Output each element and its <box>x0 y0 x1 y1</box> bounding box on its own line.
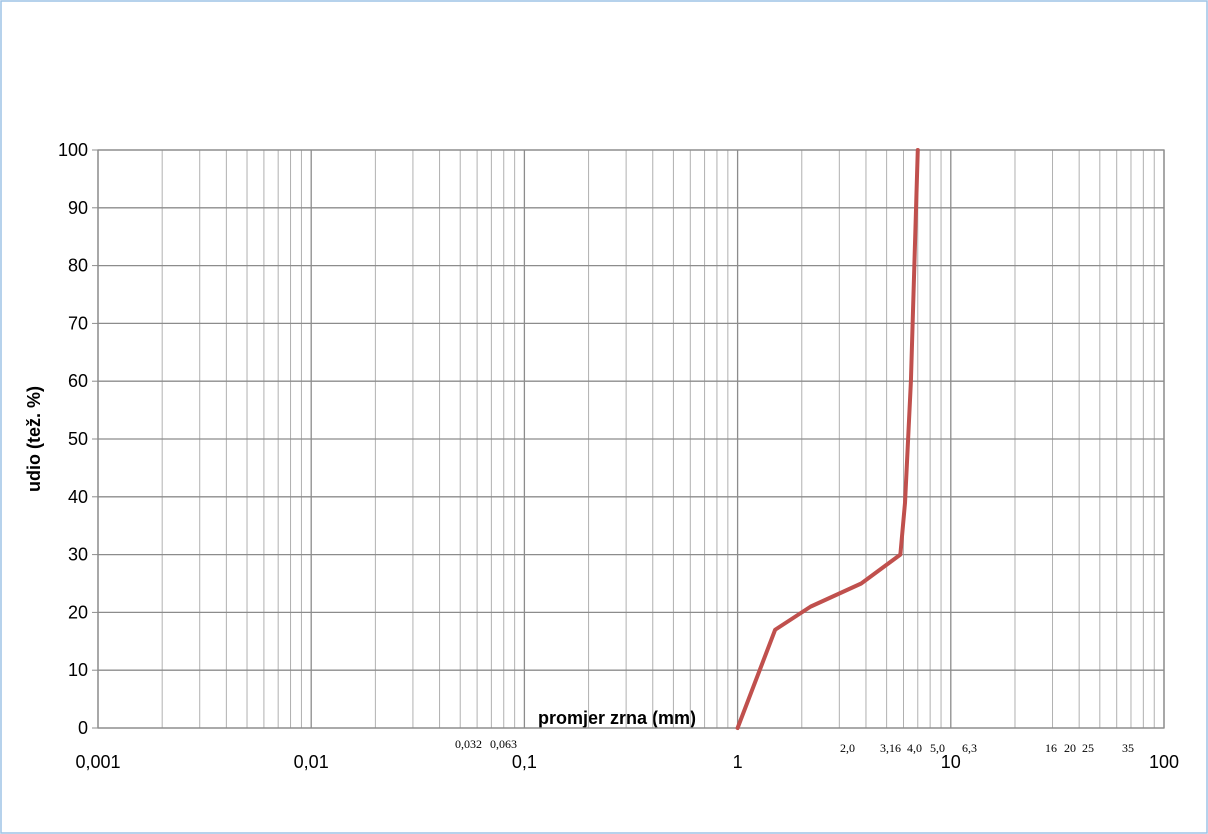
y-tick-label: 80 <box>68 256 88 276</box>
x-tick-label: 0,01 <box>294 752 329 772</box>
sieve-annotation: 16 <box>1045 741 1057 755</box>
x-tick-label: 0,1 <box>512 752 537 772</box>
sieve-annotation: 5,0 <box>930 741 945 755</box>
y-tick-label: 100 <box>58 140 88 160</box>
sieve-annotation: 35 <box>1122 741 1134 755</box>
sieve-annotation: 0,032 <box>455 737 482 751</box>
x-axis-label: promjer zrna (mm) <box>538 708 696 728</box>
data-line <box>735 148 920 730</box>
sieve-annotation: 20 <box>1064 741 1076 755</box>
y-tick-label: 60 <box>68 371 88 391</box>
plot-border <box>97 149 1165 729</box>
y-tick-label: 0 <box>78 718 88 738</box>
x-tick-label: 1 <box>733 752 743 772</box>
sieve-annotation: 25 <box>1082 741 1094 755</box>
y-tick-label: 70 <box>68 313 88 333</box>
y-tick-label: 20 <box>68 602 88 622</box>
y-tick-label: 30 <box>68 545 88 565</box>
sieve-annotation: 6,3 <box>962 741 977 755</box>
y-tick-label: 10 <box>68 660 88 680</box>
sieve-annotation: 3,16 <box>880 741 901 755</box>
y-tick-label: 40 <box>68 487 88 507</box>
x-tick-label: 10 <box>941 752 961 772</box>
sieve-annotation: 4,0 <box>907 741 922 755</box>
x-tick-label: 0,001 <box>75 752 120 772</box>
y-axis-label: udio (tež. %) <box>24 386 44 492</box>
sieve-annotation: 0,063 <box>490 737 517 751</box>
x-tick-label: 100 <box>1149 752 1179 772</box>
y-tick-label: 90 <box>68 198 88 218</box>
y-tick-label: 50 <box>68 429 88 449</box>
sieve-annotation: 2,0 <box>840 741 855 755</box>
